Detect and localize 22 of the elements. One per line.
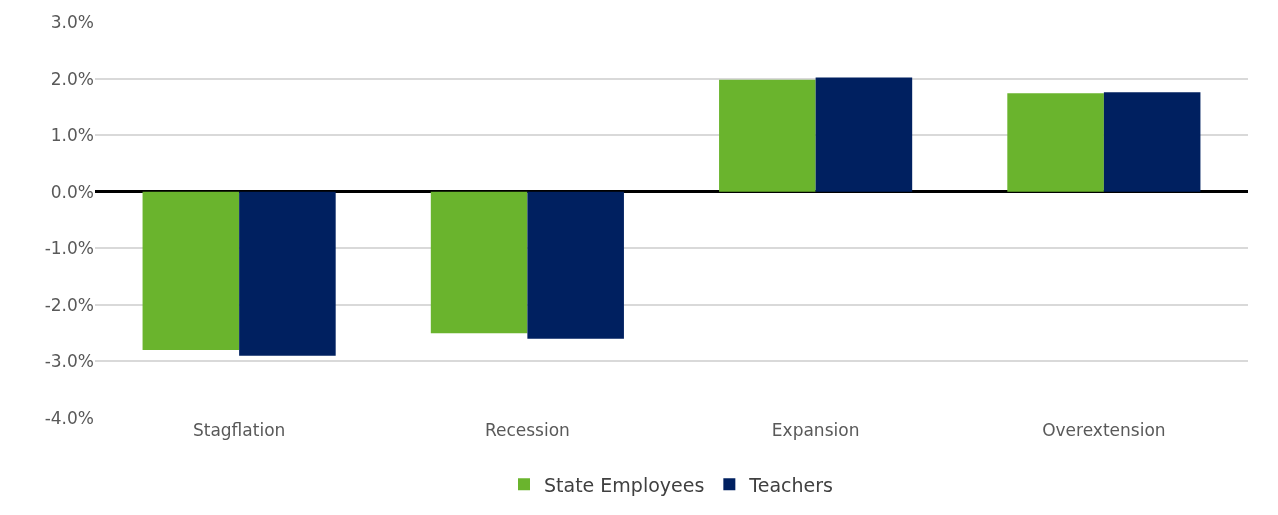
x-tick-label: Expansion: [771, 420, 860, 440]
y-tick-label: -4.0%: [44, 407, 94, 428]
y-tick-label: 1.0%: [50, 125, 94, 146]
bar: [430, 191, 528, 334]
y-tick-label: 3.0%: [50, 11, 94, 32]
bar: [815, 77, 913, 192]
legend-label: Teachers: [748, 473, 833, 496]
y-tick-label: 2.0%: [50, 68, 94, 89]
bar: [527, 191, 624, 339]
y-tick-label: -3.0%: [44, 351, 94, 372]
bar: [142, 191, 240, 351]
bar: [719, 79, 816, 192]
x-tick-label: Recession: [484, 420, 570, 440]
bar: [1103, 92, 1201, 192]
y-tick-label: -1.0%: [44, 238, 94, 259]
x-tick-label: Overextension: [1042, 420, 1166, 440]
x-tick-label: Stagflation: [192, 420, 286, 440]
legend-label: State Employees: [544, 473, 705, 496]
y-tick-label: 0.0%: [50, 181, 94, 202]
bar: [239, 191, 336, 356]
bar: [1007, 93, 1104, 192]
y-tick-label: -2.0%: [44, 294, 94, 315]
